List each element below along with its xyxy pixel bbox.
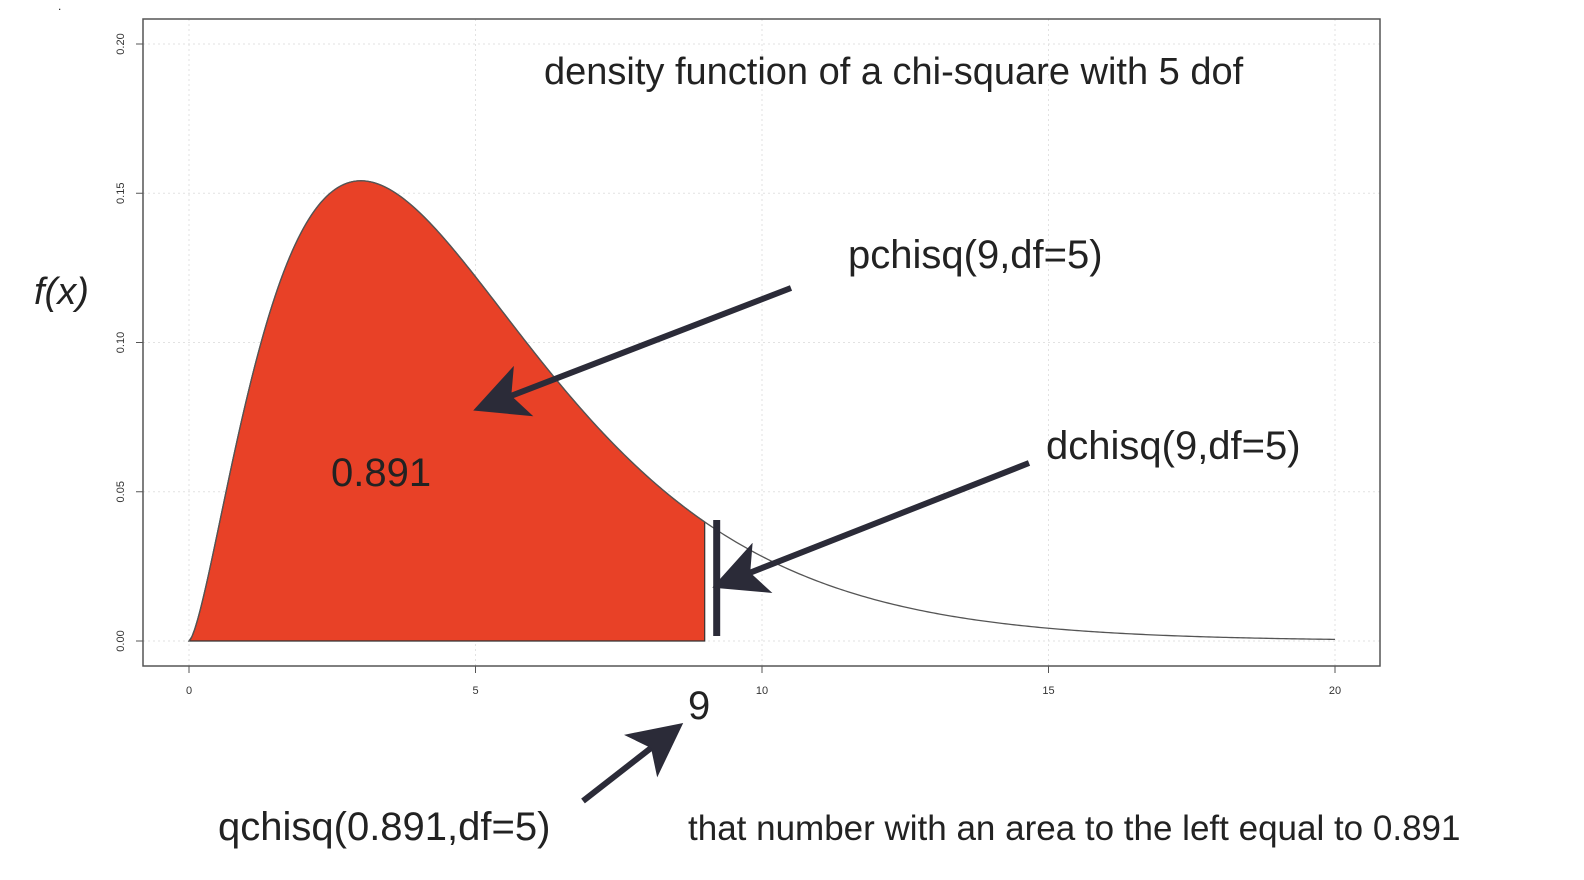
pchisq-arrow — [473, 285, 793, 417]
area-value-label: 0.891 — [331, 451, 431, 495]
dchisq-label: dchisq(9,df=5) — [1046, 424, 1301, 468]
x-tick-label: 20 — [1329, 685, 1341, 697]
y-tick-label: 0.15 — [115, 183, 127, 204]
y-axis: 0.00 0.05 0.10 0.15 0.20 — [115, 33, 143, 652]
shaded-area — [187, 180, 706, 642]
y-tick-label: 0.00 — [115, 630, 127, 651]
qchisq-arrow — [581, 722, 684, 804]
x-axis: 0 5 10 15 20 — [186, 666, 1341, 697]
qchisq-label: qchisq(0.891,df=5) — [218, 805, 550, 849]
x-tick-label: 15 — [1042, 685, 1054, 697]
chart-title: density function of a chi-square with 5 … — [544, 51, 1244, 93]
description-label: that number with an area to the left equ… — [688, 809, 1460, 848]
y-tick-label: 0.05 — [115, 481, 127, 502]
y-axis-label: f(x) — [34, 271, 89, 313]
cutoff-value-label: 9 — [688, 684, 710, 728]
x-tick-label: 10 — [756, 685, 768, 697]
dchisq-arrow — [712, 460, 1031, 593]
y-tick-label: 0.10 — [115, 332, 127, 353]
y-tick-label: 0.20 — [115, 33, 127, 54]
stray-dot: . — [58, 0, 61, 13]
pchisq-label: pchisq(9,df=5) — [848, 233, 1103, 277]
x-tick-label: 0 — [186, 685, 192, 697]
x-tick-label: 5 — [472, 685, 478, 697]
